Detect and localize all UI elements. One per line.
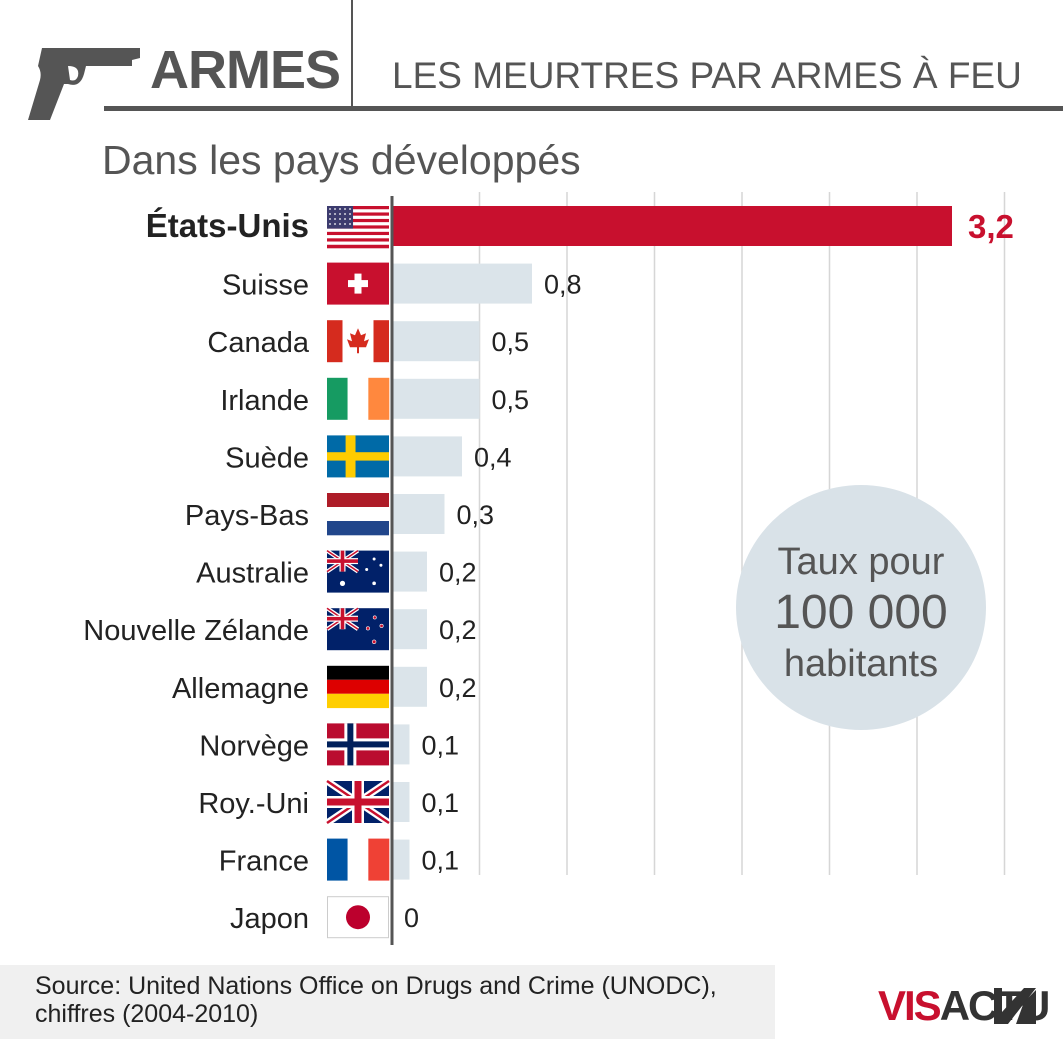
bar — [392, 263, 532, 304]
bar-chart: États-Unis 3,2 Suisse 0,8 Canada 0,5 Irlande 0,… — [83, 192, 1014, 945]
value-label: 3,2 — [968, 208, 1014, 245]
us-flag-icon — [327, 206, 389, 249]
bar — [392, 494, 445, 534]
rate-line-1: Taux pour — [777, 541, 945, 583]
value-label: 0,5 — [492, 327, 530, 357]
category-label: Suède — [225, 442, 309, 474]
gun-icon — [28, 48, 140, 120]
value-label: 0,1 — [422, 846, 460, 876]
value-label: 0,5 — [492, 385, 530, 415]
bar — [392, 551, 427, 592]
value-label: 0,4 — [474, 442, 512, 472]
fr-flag-icon — [327, 838, 390, 881]
no-flag-icon — [327, 723, 389, 766]
nl-flag-icon — [327, 493, 389, 536]
gb-flag-icon — [325, 778, 391, 826]
bar — [392, 666, 427, 707]
value-label: 0,2 — [439, 615, 477, 645]
ie-flag-icon — [327, 377, 390, 420]
bar — [392, 321, 480, 362]
header-divider — [351, 0, 353, 108]
value-label: 0,1 — [422, 788, 460, 818]
value-label: 0,8 — [544, 270, 582, 300]
category-label: Roy.-Uni — [198, 788, 309, 820]
source-line-2: chiffres (2004-2010) — [35, 1000, 259, 1028]
category-label: Allemagne — [172, 673, 309, 705]
value-label: 0 — [404, 903, 419, 933]
jp-flag-icon — [327, 896, 389, 939]
ch-flag-icon — [327, 262, 389, 305]
bar — [392, 839, 410, 880]
chart-subtitle: Dans les pays développés — [102, 137, 581, 183]
bar — [392, 609, 427, 650]
value-label: 0,3 — [457, 500, 495, 530]
category-label: Japon — [230, 903, 309, 935]
rate-line-2: 100 000 — [774, 586, 948, 639]
value-label: 0,1 — [422, 730, 460, 760]
category-label: Norvège — [199, 730, 309, 762]
bar — [392, 378, 480, 419]
category-label: Pays-Bas — [185, 500, 309, 532]
source-line-1: Source: United Nations Office on Drugs a… — [35, 972, 717, 1000]
se-flag-icon — [327, 435, 389, 478]
bar — [392, 782, 410, 822]
category-label: Irlande — [220, 385, 309, 417]
footer-band — [0, 965, 775, 1039]
category-label: Canada — [207, 327, 309, 359]
headline: LES MEURTRES PAR ARMES À FEU — [392, 55, 1022, 96]
ca-flag-icon — [327, 320, 389, 363]
category-label: États-Unis — [146, 207, 309, 244]
category-label: Suisse — [222, 270, 309, 302]
category-label: Australie — [196, 558, 309, 590]
source-note: Source: United Nations Office on Drugs a… — [35, 972, 717, 1028]
au-flag-icon — [325, 548, 389, 593]
category-label: ARMES — [150, 40, 341, 100]
value-label: 0,2 — [439, 673, 477, 703]
header-rule — [104, 106, 1063, 111]
rate-line-3: habitants — [783, 643, 939, 685]
logo-part-1: VIS — [878, 982, 942, 1029]
category-label: Nouvelle Zélande — [83, 615, 309, 647]
logo-mark-icon — [994, 988, 1036, 1024]
category-label: France — [219, 846, 309, 878]
bar — [392, 436, 462, 477]
value-label: 0,2 — [439, 558, 477, 588]
rate-annotation: Taux pour 100 000 habitants — [736, 485, 986, 730]
de-flag-icon — [327, 665, 389, 709]
nz-flag-icon — [325, 606, 389, 651]
bar — [392, 724, 410, 765]
bar — [392, 206, 952, 246]
